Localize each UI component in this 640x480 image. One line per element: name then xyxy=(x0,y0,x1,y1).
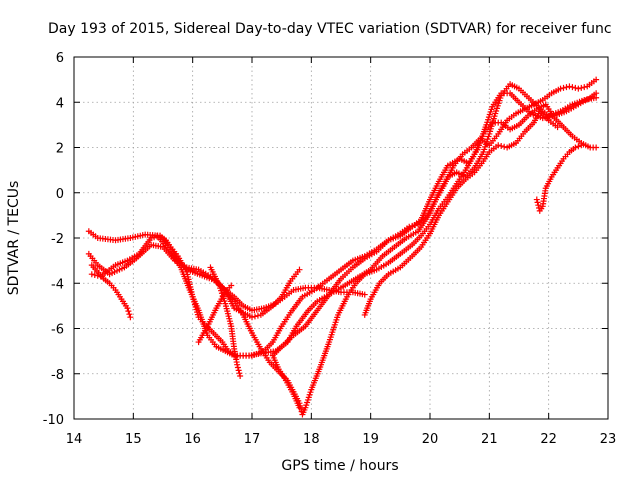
x-tick-label: 18 xyxy=(303,432,320,447)
y-tick-label: -8 xyxy=(51,368,64,383)
data-point xyxy=(124,305,131,312)
data-point xyxy=(593,76,600,83)
data-point xyxy=(566,83,573,90)
x-tick-label: 21 xyxy=(481,432,498,447)
y-tick-label: -4 xyxy=(51,277,64,292)
y-tick-label: 0 xyxy=(56,187,64,202)
data-point xyxy=(148,235,155,241)
x-axis-title: GPS time / hours xyxy=(281,458,398,474)
data-point-interp xyxy=(569,84,576,91)
data-point xyxy=(593,144,600,151)
y-tick-label: 6 xyxy=(56,51,64,66)
series-layer xyxy=(85,76,600,418)
x-tick-label: 23 xyxy=(600,432,617,447)
x-tick-label: 14 xyxy=(66,432,83,447)
data-point-interp xyxy=(91,271,98,278)
series-track-7 xyxy=(207,264,244,380)
data-point xyxy=(361,291,368,298)
series-track-9 xyxy=(269,76,600,411)
data-point xyxy=(406,223,413,230)
data-point-interp xyxy=(534,199,541,206)
x-tick-label: 22 xyxy=(540,432,557,447)
data-point-interp xyxy=(125,308,132,315)
data-point xyxy=(296,266,303,273)
data-point xyxy=(495,142,502,149)
data-point-interp xyxy=(501,143,508,150)
y-tick-label: -10 xyxy=(43,413,64,428)
y-tick-label: -2 xyxy=(51,232,64,247)
series-track-10 xyxy=(361,108,561,318)
series-track-5 xyxy=(154,90,600,359)
data-point-interp xyxy=(572,84,579,91)
data-point xyxy=(554,124,561,131)
data-point xyxy=(575,85,582,92)
x-tick-label: 19 xyxy=(362,432,379,447)
data-point-interp xyxy=(560,84,567,91)
x-tick-label: 16 xyxy=(184,432,201,447)
data-point-interp xyxy=(234,364,241,371)
data-point-interp xyxy=(563,84,570,91)
data-point xyxy=(557,85,564,92)
data-point xyxy=(228,282,235,289)
data-point-interp xyxy=(251,313,258,320)
data-point-interp xyxy=(409,222,416,229)
data-point-interp xyxy=(235,367,242,374)
data-point-interp xyxy=(254,312,261,319)
data-point-interp xyxy=(412,222,419,229)
y-tick-label: 2 xyxy=(56,142,64,157)
x-tick-label: 17 xyxy=(244,432,261,447)
data-point xyxy=(593,90,600,97)
series-track-11 xyxy=(533,142,585,214)
y-tick-labels: -10 -8 -6 -4 -2 0 2 4 6 xyxy=(43,51,64,428)
data-point xyxy=(533,196,540,203)
x-tick-label: 20 xyxy=(422,432,439,447)
data-point xyxy=(237,373,244,380)
series-track-8 xyxy=(222,101,600,418)
data-point xyxy=(249,314,255,321)
plot-frame xyxy=(73,56,609,420)
y-axis-title: SDTVAR / TECUs xyxy=(6,181,22,296)
data-point-interp xyxy=(126,311,133,318)
data-point-interp xyxy=(578,84,585,91)
data-point xyxy=(234,361,241,368)
y-tick-label: -6 xyxy=(51,323,64,338)
x-tick-labels: 14 15 16 17 18 19 20 21 22 23 xyxy=(66,432,617,447)
y-tick-label: 4 xyxy=(56,96,64,111)
data-point xyxy=(88,271,95,278)
data-point xyxy=(127,314,134,321)
data-point-interp xyxy=(236,370,243,377)
data-point xyxy=(572,144,579,151)
chart-title: Day 193 of 2015, Sidereal Day-to-day VTE… xyxy=(48,21,612,37)
data-point-interp xyxy=(575,143,582,150)
data-point xyxy=(578,142,585,149)
data-point-interp xyxy=(94,272,101,279)
x-tick-label: 15 xyxy=(125,432,142,447)
data-point-interp xyxy=(581,84,588,91)
data-point-interp xyxy=(498,142,505,149)
data-point-interp xyxy=(535,202,542,209)
